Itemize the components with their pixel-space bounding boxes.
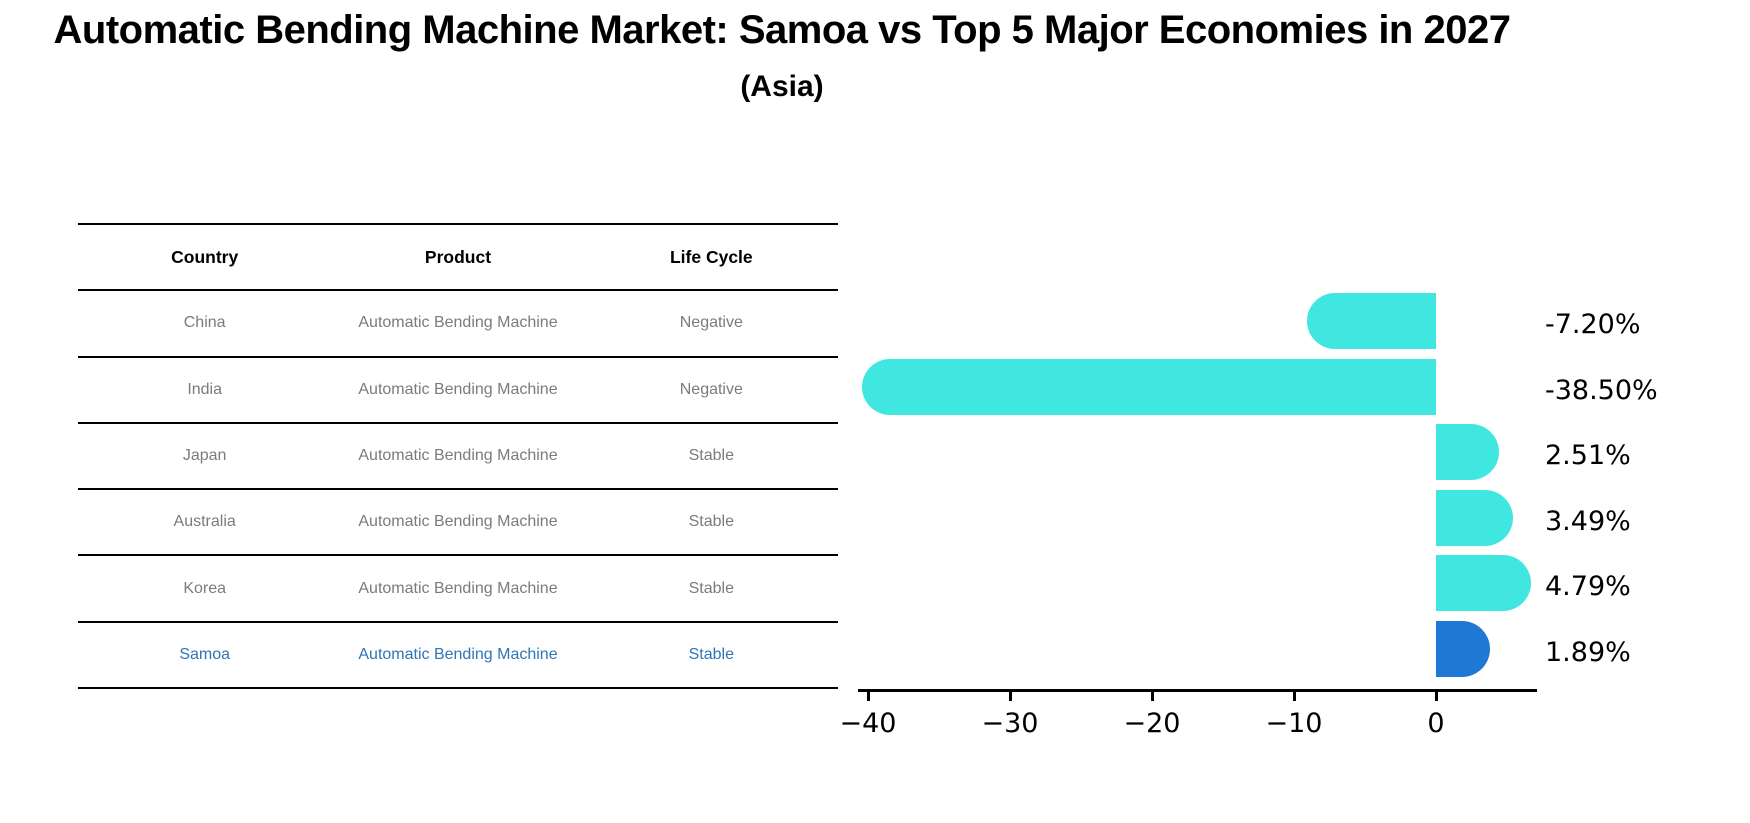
- country-table: Country Product Life Cycle China Automatic B…: [78, 223, 838, 689]
- table-cell-product: Automatic Bending Machine: [358, 380, 558, 398]
- table-cell-life_cycle: Negative: [679, 314, 743, 332]
- bar-india: [862, 358, 1436, 415]
- x-axis-tick: [1435, 691, 1438, 701]
- table-cell-country: Korea: [183, 579, 227, 597]
- x-axis-tick-label: 0: [1427, 708, 1445, 739]
- table-header-row: Country Product Life Cycle: [78, 223, 838, 289]
- x-axis-tick-label: −10: [1265, 708, 1323, 739]
- bar-value-label: 1.89%: [1545, 637, 1631, 668]
- x-axis-tick-label: −40: [839, 708, 897, 739]
- table-cell-life_cycle: Stable: [688, 446, 734, 464]
- table-cell-life_cycle: Stable: [688, 645, 734, 663]
- table-cell-life_cycle: Stable: [688, 513, 734, 531]
- table-cell-country: Japan: [182, 446, 227, 464]
- bar-value-label: -7.20%: [1545, 309, 1641, 340]
- x-axis-tick-label: −30: [981, 708, 1039, 739]
- bar-australia: [1436, 489, 1513, 546]
- table-row: India Automatic Bending Machine Negative: [78, 355, 838, 422]
- bar-china: [1306, 293, 1436, 349]
- table-header-cell: Product: [424, 246, 492, 267]
- bar-japan: [1436, 424, 1499, 481]
- bar-value-label: 4.79%: [1545, 571, 1631, 603]
- x-axis-tick-label: −20: [1123, 708, 1181, 739]
- page-subtitle: (Asia): [740, 70, 824, 103]
- bar-samoa: [1436, 621, 1490, 677]
- x-axis-tick: [1293, 691, 1296, 701]
- table-cell-country: China: [183, 314, 226, 332]
- table-header-cell: Country: [171, 246, 239, 267]
- table-cell-product: Automatic Bending Machine: [358, 645, 558, 663]
- table-header-cell: Life Cycle: [669, 246, 753, 267]
- table-row: Samoa Automatic Bending Machine Stable: [78, 620, 838, 689]
- table-cell-product: Automatic Bending Machine: [358, 446, 558, 464]
- bar-korea: [1436, 555, 1532, 612]
- table-row: Korea Automatic Bending Machine Stable: [78, 554, 838, 620]
- table-row: Australia Automatic Bending Machine Stable: [78, 488, 838, 554]
- bar-value-label: 3.49%: [1545, 505, 1631, 537]
- table-cell-product: Automatic Bending Machine: [358, 579, 558, 597]
- table-cell-country: Australia: [173, 513, 236, 531]
- x-axis-line: [858, 689, 1537, 692]
- table-cell-country: Samoa: [179, 645, 231, 663]
- page-title: Automatic Bending Machine Market: Samoa …: [53, 8, 1511, 52]
- table-row: China Automatic Bending Machine Negative: [78, 289, 838, 355]
- bar-value-label: -38.50%: [1545, 374, 1658, 406]
- table-cell-life_cycle: Negative: [679, 380, 743, 398]
- table-row: Japan Automatic Bending Machine Stable: [78, 421, 838, 488]
- table-cell-country: India: [187, 380, 223, 398]
- x-axis-tick: [867, 691, 870, 701]
- x-axis-tick: [1009, 691, 1012, 701]
- x-axis-tick: [1151, 691, 1154, 701]
- table-cell-product: Automatic Bending Machine: [358, 513, 558, 531]
- table-cell-product: Automatic Bending Machine: [358, 314, 558, 332]
- table-cell-life_cycle: Stable: [688, 579, 734, 597]
- bar-value-label: 2.51%: [1545, 440, 1631, 472]
